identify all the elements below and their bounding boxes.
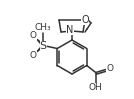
Text: S: S bbox=[40, 40, 47, 50]
Text: O: O bbox=[30, 51, 37, 60]
Text: O: O bbox=[30, 31, 37, 40]
Text: OH: OH bbox=[89, 83, 103, 92]
Text: CH₃: CH₃ bbox=[35, 23, 52, 32]
Text: O: O bbox=[81, 14, 89, 24]
Text: O: O bbox=[106, 64, 113, 73]
Text: N: N bbox=[66, 24, 74, 34]
